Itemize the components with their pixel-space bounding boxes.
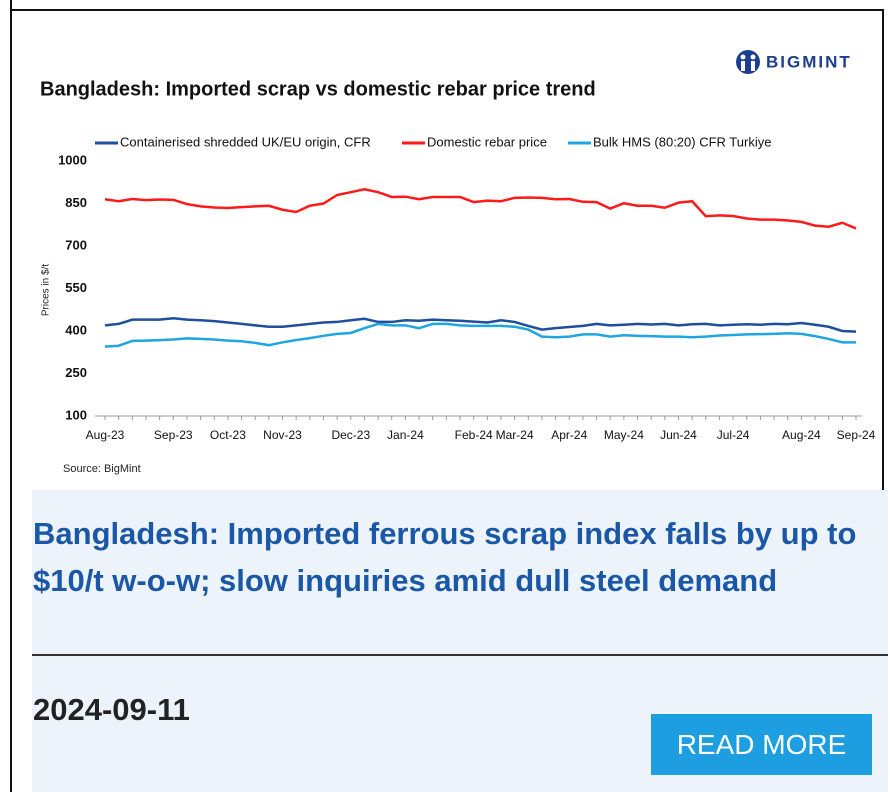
x-tick-label: Aug-23 [86,428,125,442]
chart-title: Bangladesh: Imported scrap vs domestic r… [40,78,596,100]
headline[interactable]: Bangladesh: Imported ferrous scrap index… [33,516,857,598]
y-tick-label: 100 [65,407,87,422]
chart: BIGMINT Bangladesh: Imported scrap vs do… [40,50,876,475]
x-tick-label: Dec-23 [331,428,370,442]
x-tick-label: Jun-24 [660,428,697,442]
x-tick-label: Jul-24 [717,428,750,442]
x-tick-label: Mar-24 [496,428,534,442]
border-left [10,0,12,792]
legend-label: Domestic rebar price [427,134,547,149]
series-line [104,322,856,348]
y-axis-label: Prices in $/t [41,264,52,316]
y-tick-label: 1000 [58,152,87,167]
series-line [104,316,857,333]
series-line [104,188,857,230]
article-panel: Bangladesh: Imported ferrous scrap index… [32,490,888,792]
x-tick-label: Aug-24 [782,428,821,442]
date: 2024-09-11 [33,692,190,727]
x-tick-label: Sep-24 [837,428,876,442]
y-tick-label: 550 [65,280,87,295]
x-tick-label: Feb-24 [455,428,493,442]
read-more-button[interactable]: READ MORE [651,714,872,775]
x-tick-label: May-24 [604,428,644,442]
legend-label: Containerised shredded UK/EU origin, CFR [120,134,371,149]
source: Source: BigMint [63,463,141,475]
y-tick-label: 850 [65,195,87,210]
separator [32,654,888,656]
y-tick-label: 700 [65,237,87,252]
x-tick-label: Apr-24 [551,428,587,442]
x-tick-label: Oct-23 [210,428,246,442]
x-tick-label: Nov-23 [263,428,302,442]
logo-icon [736,50,760,74]
logo-text: BIGMINT [766,52,852,71]
x-tick-label: Sep-23 [154,428,193,442]
y-tick-label: 400 [65,322,87,337]
legend-label: Bulk HMS (80:20) CFR Turkiye [593,134,771,149]
y-tick-label: 250 [65,365,87,380]
border-right [882,9,884,490]
x-tick-label: Jan-24 [387,428,424,442]
border-top [10,9,884,11]
